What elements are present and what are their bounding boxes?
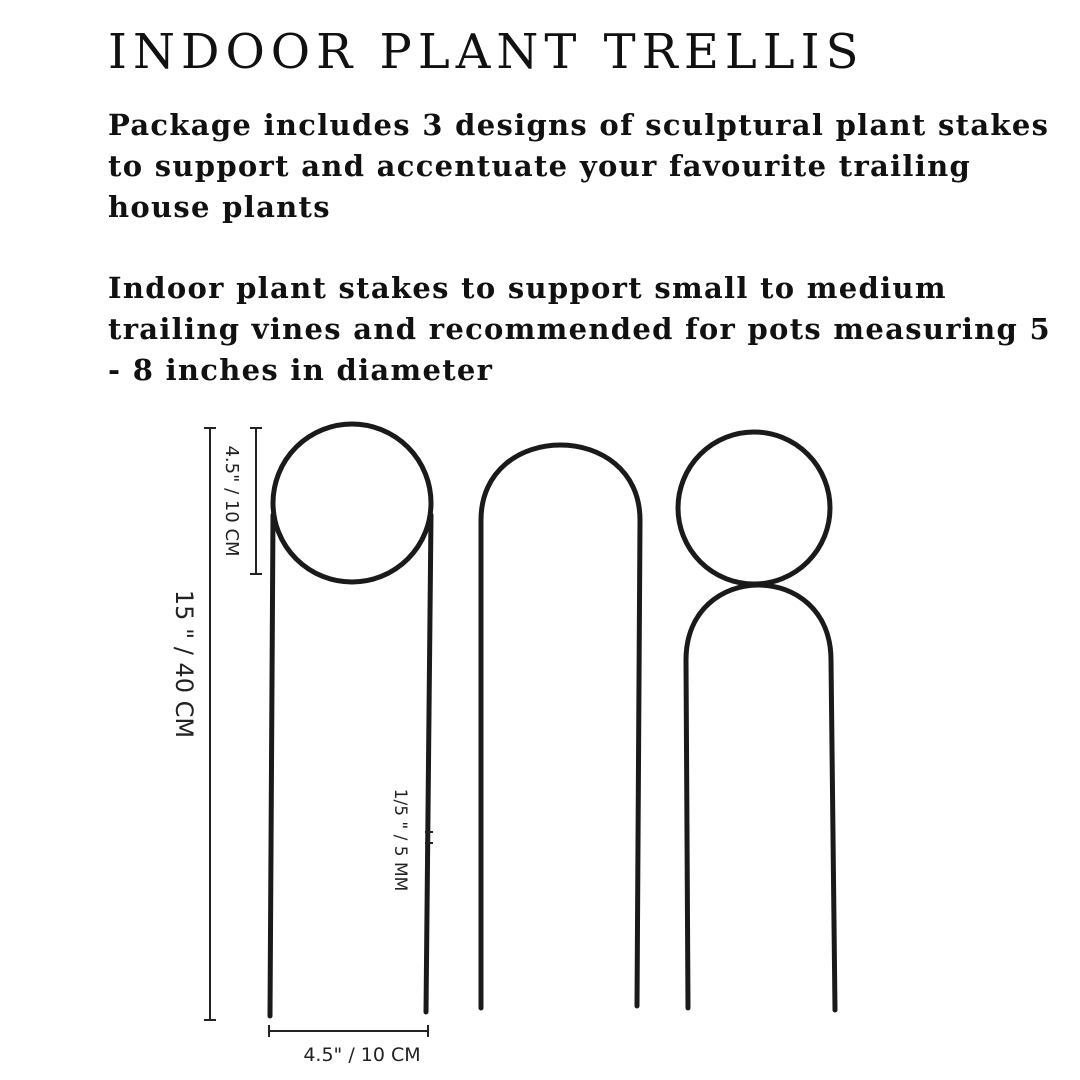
width-label: 4.5" / 10 CM [303, 1044, 420, 1066]
stake-1-left-leg [267, 512, 276, 1019]
stake-1-right-leg [423, 512, 434, 1015]
page-title: INDOOR PLANT TRELLIS [108, 24, 865, 80]
wire-thickness-marker [425, 831, 433, 844]
loop-height-label: 4.5" / 10 CM [221, 445, 242, 556]
width-dimension-line [268, 1025, 429, 1037]
stake-3-circle [675, 429, 833, 587]
total-height-dimension-line [204, 427, 216, 1021]
description-usage: Indoor plant stakes to support small to … [108, 271, 1051, 387]
loop-height-dimension-line [250, 427, 262, 575]
total-height-label: 15 " / 40 CM [170, 590, 198, 738]
stake-3-arch [683, 582, 838, 1013]
wire-thickness-label: 1/5 " / 5 MM [390, 789, 410, 892]
stake-1-loop [270, 421, 434, 585]
description-package: Package includes 3 designs of sculptural… [108, 108, 1050, 224]
stake-2-arch [478, 442, 643, 1011]
